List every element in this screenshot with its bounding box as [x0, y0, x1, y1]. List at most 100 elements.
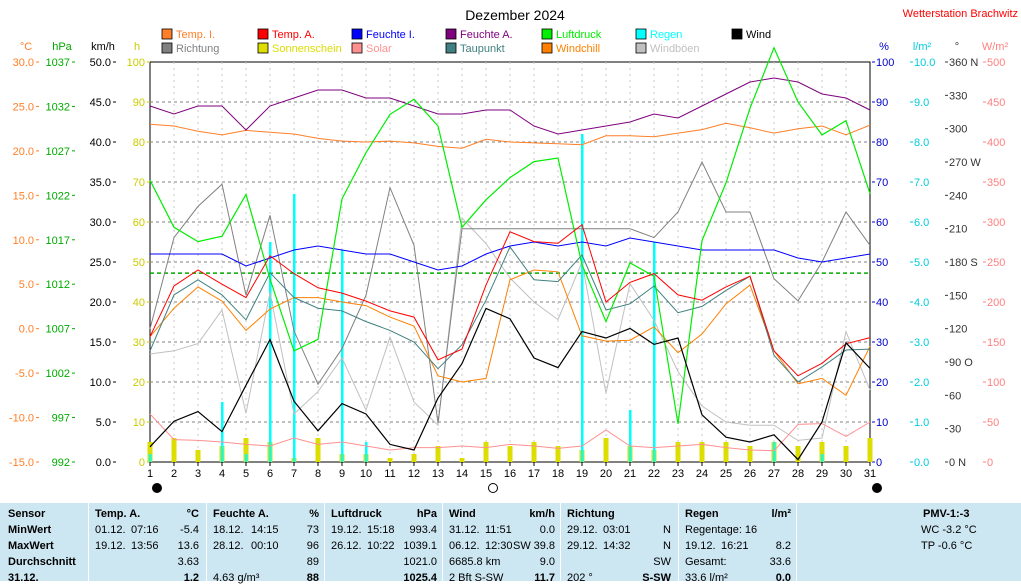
y-tick-label: 0: [987, 457, 993, 469]
press-header: Luftdruck: [331, 508, 382, 520]
series-line-solar: [149, 413, 871, 452]
sunshine-bar: [675, 442, 681, 462]
x-tick-label: 11: [384, 468, 395, 480]
y-tick-label: 30: [876, 337, 888, 349]
y-tick-label: 30: [133, 337, 145, 349]
y-tick-label: -15.0: [9, 457, 34, 469]
sunshine-bar: [795, 446, 801, 462]
temp-min-value: -5.4: [180, 524, 199, 536]
temp-max-value: 13.6: [177, 540, 199, 552]
dir-min-date: 29.12.: [567, 524, 598, 536]
legend-label: Feuchte I.: [366, 29, 415, 41]
stats-direction: Richtung 29.12. 03:01 N 29.12. 14:32 N S…: [560, 503, 679, 584]
pmv-header: PMV-1:-3: [923, 508, 970, 520]
legend-label: Luftdruck: [556, 29, 602, 41]
y-tick-label: 1022: [46, 190, 70, 202]
y-tick-label: 100: [876, 57, 894, 69]
y-tick-label: 40.0: [90, 137, 111, 149]
stats-labels: Sensor MinWert MaxWert Durchschnitt 31.1…: [0, 503, 88, 584]
series-line-wind: [149, 307, 871, 461]
y-tick-label: 360 N: [949, 57, 978, 69]
x-tick-label: 8: [315, 468, 321, 480]
legend-label: Windböen: [650, 43, 700, 55]
y-tick-label: 0: [139, 457, 145, 469]
stats-wind: Wind km/h 31.12. 11:51 0.0 06.12. 12:30 …: [442, 503, 561, 584]
x-tick-label: 14: [456, 468, 468, 480]
series-line-feuchte-i-: [150, 237, 871, 271]
y-tick-label: 0.0: [19, 324, 34, 336]
rain-bar: [581, 134, 584, 462]
y-tick-label: 0.0: [96, 457, 111, 469]
y-tick-label: 50: [133, 257, 145, 269]
rain-header: Regen: [685, 508, 719, 520]
rain-now: 0.0: [775, 572, 791, 584]
y-tick-label: 25.0: [90, 257, 111, 269]
press-now: 1025.4: [403, 572, 437, 584]
series-lines: [149, 46, 871, 461]
legend-swatch: [161, 42, 173, 54]
x-tick-label: 10: [360, 468, 372, 480]
sunshine-bar: [867, 438, 873, 462]
y-tick-label: 150: [987, 337, 1005, 349]
station-name: Wetterstation Brachwitz: [903, 8, 1018, 20]
axis-unit: l/m²: [913, 41, 932, 53]
sunshine-bar: [531, 442, 537, 462]
weather-chart: Dezember 2024 Wetterstation Brachwitz Te…: [9, 7, 1018, 493]
legend-label: Taupunkt: [460, 43, 505, 55]
y-tick-label: 330: [949, 90, 967, 102]
legend-label: Feuchte A.: [460, 29, 513, 41]
label-avg: Durchschnitt: [8, 556, 76, 568]
sunshine-bar: [387, 458, 393, 462]
hum-min-time: 14:15: [251, 524, 279, 536]
y-tick-label: 9.0: [914, 97, 929, 109]
series-line-windböen: [149, 216, 871, 441]
x-tick-label: 27: [768, 468, 780, 480]
dir-max-time: 14:32: [603, 540, 631, 552]
pmv-windchill: WC -3.2 °C: [921, 524, 977, 536]
press-min-time: 15:18: [367, 524, 395, 536]
y-tick-label: 300: [949, 124, 967, 136]
y-tick-label: 992: [52, 457, 70, 469]
series-line-temp-i-: [149, 122, 871, 149]
rain-bar: [293, 194, 296, 462]
legend-label: Windchill: [556, 43, 600, 55]
legend-swatch: [351, 42, 363, 54]
axis-units: °C hPa km/h h% l/m² ° W/m²: [20, 41, 1009, 53]
y-tick-label: 15.0: [90, 337, 111, 349]
rain-bar: [269, 242, 272, 462]
sunshine-bar: [843, 446, 849, 462]
x-tick-label: 23: [672, 468, 684, 480]
y-tick-label: 45.0: [90, 97, 111, 109]
rain-bar: [245, 454, 248, 462]
press-max-value: 1039.1: [403, 540, 437, 552]
x-tick-label: 3: [195, 468, 201, 480]
y-tick-label: 90: [133, 97, 145, 109]
rain-max-value: 8.2: [775, 540, 791, 552]
rain-bar: [629, 410, 632, 462]
hum-min-date: 18.12.: [213, 524, 244, 536]
legend-swatch: [445, 42, 457, 54]
y-tick-label: 50.0: [90, 57, 111, 69]
y-tick-label: 50: [876, 257, 888, 269]
temp-avg: 3.63: [177, 556, 199, 568]
hum-unit: %: [309, 508, 319, 520]
y-axes: -15.0 -10.0 -5.0 0.0 5.0 10.0 15.0 20.0 25.0 30.0…: [9, 57, 1005, 469]
y-tick-label: 40: [876, 297, 888, 309]
sunshine-bar: [459, 458, 465, 462]
legend-swatch: [445, 28, 457, 40]
x-tick-label: 21: [624, 468, 636, 480]
y-tick-label: 180 S: [949, 257, 978, 269]
y-tick-label: 100: [987, 377, 1005, 389]
legend-swatch: [541, 28, 553, 40]
y-tick-label: 60: [876, 217, 888, 229]
moon-full-icon: [488, 483, 498, 493]
rain-max-time: 16:21: [721, 540, 749, 552]
y-tick-label: 90: [876, 97, 888, 109]
press-unit: hPa: [416, 508, 437, 520]
y-tick-label: 1.0: [914, 417, 929, 429]
y-tick-label: 6.0: [914, 217, 929, 229]
x-tick-label: 1: [147, 468, 153, 480]
hum-now-extra: 4.63 g/m³: [213, 572, 260, 584]
sunshine-bar: [411, 454, 417, 462]
hum-min-value: 73: [306, 524, 319, 536]
